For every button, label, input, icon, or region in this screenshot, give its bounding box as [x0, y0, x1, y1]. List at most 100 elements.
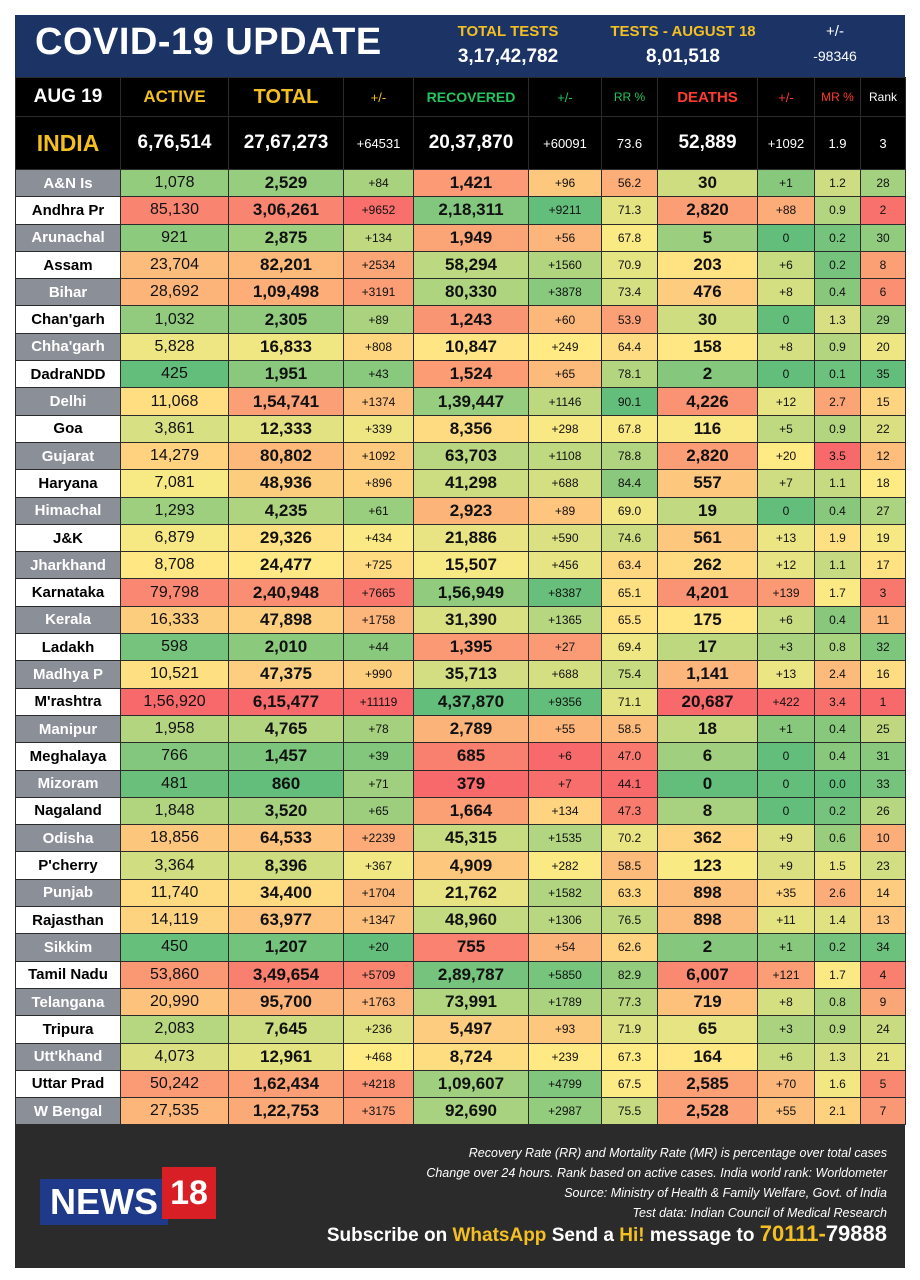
state-active-cell: 79,798	[120, 578, 229, 607]
state-dc-cell: +12	[757, 387, 815, 416]
state-row: Chha'garh 5,828 16,833 +808 10,847 +249 64.4 15…	[15, 332, 906, 362]
state-rr-cell: 47.3	[601, 796, 658, 826]
state-rec-cell: 4,909	[413, 851, 529, 880]
state-rc-cell: +96	[528, 168, 602, 198]
state-rank-cell: 31	[860, 742, 906, 771]
state-dc-cell: 0	[757, 769, 815, 798]
state-mr-cell: 0.1	[814, 360, 861, 389]
state-rr-cell: 75.4	[601, 660, 658, 689]
state-total-cell: 29,326	[228, 523, 344, 553]
state-mr-cell: 0.4	[814, 278, 861, 307]
state-rr-cell: 69.0	[601, 496, 658, 525]
state-rank-cell: 34	[860, 933, 906, 962]
state-active-cell: 18,856	[120, 824, 229, 853]
state-tc-cell: +2534	[343, 250, 414, 280]
state-dc-cell: 0	[757, 305, 815, 334]
state-rec-cell: 2,923	[413, 496, 529, 525]
state-dc-cell: +6	[757, 250, 815, 280]
state-rank-cell: 27	[860, 496, 906, 525]
state-total-cell: 12,333	[228, 414, 344, 443]
state-mr-cell: 1.1	[814, 551, 861, 580]
state-tc-cell: +990	[343, 660, 414, 689]
state-active-cell: 1,293	[120, 496, 229, 525]
state-rec-cell: 2,18,311	[413, 196, 529, 225]
state-mr-cell: 0.4	[814, 605, 861, 635]
india-deaths: 52,889	[657, 116, 758, 170]
state-rank-cell: 4	[860, 960, 906, 989]
state-rec-cell: 1,09,607	[413, 1069, 529, 1099]
state-rec-cell: 1,395	[413, 633, 529, 662]
state-rr-cell: 70.9	[601, 250, 658, 280]
logo-18: 18	[162, 1167, 216, 1219]
state-tc-cell: +339	[343, 414, 414, 443]
state-total-cell: 48,936	[228, 469, 344, 498]
state-dc-cell: +5	[757, 414, 815, 443]
state-active-cell: 1,078	[120, 168, 229, 198]
date-header: AUG 19	[15, 77, 121, 117]
state-name: Chha'garh	[15, 332, 121, 362]
covid-update-card: COVID-19 UPDATE TOTAL TESTS 3,17,42,782 …	[15, 15, 906, 1268]
state-deaths-cell: 65	[657, 1015, 758, 1044]
state-deaths-cell: 175	[657, 605, 758, 635]
state-dc-cell: +13	[757, 523, 815, 553]
state-name: Telangana	[15, 987, 121, 1017]
state-total-cell: 2,010	[228, 633, 344, 662]
state-dc-cell: +3	[757, 633, 815, 662]
state-rank-cell: 13	[860, 906, 906, 935]
state-row: J&K 6,879 29,326 +434 21,886 +590 74.6 561 +13 1.…	[15, 523, 906, 553]
state-rr-cell: 82.9	[601, 960, 658, 989]
header-banner: COVID-19 UPDATE TOTAL TESTS 3,17,42,782 …	[15, 15, 905, 77]
state-rec-cell: 2,89,787	[413, 960, 529, 989]
state-row: W Bengal 27,535 1,22,753 +3175 92,690 +2987 75…	[15, 1097, 906, 1126]
state-mr-cell: 0.4	[814, 496, 861, 525]
subscribe-text-3: message to	[649, 1225, 755, 1246]
state-name: P'cherry	[15, 851, 121, 880]
state-name: Karnataka	[15, 578, 121, 607]
state-rr-cell: 78.8	[601, 441, 658, 471]
state-dc-cell: +13	[757, 660, 815, 689]
state-deaths-cell: 362	[657, 824, 758, 853]
state-active-cell: 85,130	[120, 196, 229, 225]
state-active-cell: 50,242	[120, 1069, 229, 1099]
state-rank-cell: 1	[860, 687, 906, 716]
state-name: A&N Is	[15, 168, 121, 198]
state-deaths-cell: 6	[657, 742, 758, 771]
state-rec-cell: 48,960	[413, 906, 529, 935]
state-deaths-cell: 2,528	[657, 1097, 758, 1126]
state-dc-cell: +8	[757, 987, 815, 1017]
state-total-cell: 1,09,498	[228, 278, 344, 307]
state-active-cell: 28,692	[120, 278, 229, 307]
state-active-cell: 3,861	[120, 414, 229, 443]
state-dc-cell: +9	[757, 824, 815, 853]
state-name: Gujarat	[15, 441, 121, 471]
state-mr-cell: 1.7	[814, 578, 861, 607]
state-rec-cell: 41,298	[413, 469, 529, 498]
state-rank-cell: 22	[860, 414, 906, 443]
state-name: Goa	[15, 414, 121, 443]
state-rank-cell: 21	[860, 1042, 906, 1071]
state-mr-cell: 1.9	[814, 523, 861, 553]
state-rc-cell: +93	[528, 1015, 602, 1044]
state-deaths-cell: 476	[657, 278, 758, 307]
state-name: Meghalaya	[15, 742, 121, 771]
state-name: W Bengal	[15, 1097, 121, 1126]
state-name: Tripura	[15, 1015, 121, 1044]
state-rc-cell: +590	[528, 523, 602, 553]
state-tc-cell: +808	[343, 332, 414, 362]
total-tests-stat: TOTAL TESTS 3,17,42,782	[433, 23, 583, 68]
state-mr-cell: 0.8	[814, 987, 861, 1017]
state-mr-cell: 0.2	[814, 933, 861, 962]
state-rank-cell: 2	[860, 196, 906, 225]
state-rank-cell: 6	[860, 278, 906, 307]
state-row: Odisha 18,856 64,533 +2239 45,315 +1535 70.2 36…	[15, 824, 906, 853]
state-total-cell: 2,305	[228, 305, 344, 334]
state-name: Jharkhand	[15, 551, 121, 580]
india-rank: 3	[860, 116, 906, 170]
state-mr-cell: 0.0	[814, 769, 861, 798]
state-tc-cell: +71	[343, 769, 414, 798]
state-mr-cell: 1.1	[814, 469, 861, 498]
state-total-cell: 7,645	[228, 1015, 344, 1044]
state-rr-cell: 70.2	[601, 824, 658, 853]
state-mr-cell: 0.2	[814, 796, 861, 826]
state-deaths-cell: 557	[657, 469, 758, 498]
